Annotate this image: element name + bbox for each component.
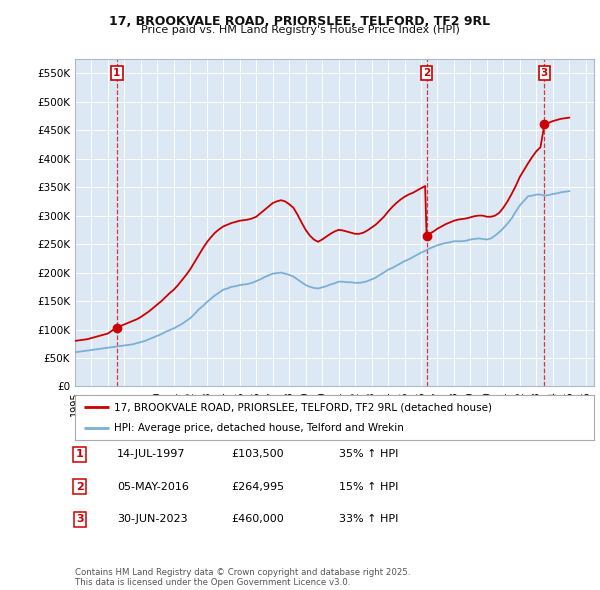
Text: 30-JUN-2023: 30-JUN-2023 xyxy=(117,514,188,524)
Text: 17, BROOKVALE ROAD, PRIORSLEE, TELFORD, TF2 9RL: 17, BROOKVALE ROAD, PRIORSLEE, TELFORD, … xyxy=(109,15,491,28)
Text: £460,000: £460,000 xyxy=(231,514,284,524)
Text: HPI: Average price, detached house, Telford and Wrekin: HPI: Average price, detached house, Telf… xyxy=(114,422,404,432)
Text: 1: 1 xyxy=(76,450,83,459)
Text: 3: 3 xyxy=(76,514,83,524)
Text: £103,500: £103,500 xyxy=(231,450,284,459)
Text: Contains HM Land Registry data © Crown copyright and database right 2025.
This d: Contains HM Land Registry data © Crown c… xyxy=(75,568,410,587)
Text: 33% ↑ HPI: 33% ↑ HPI xyxy=(339,514,398,524)
Text: 14-JUL-1997: 14-JUL-1997 xyxy=(117,450,185,459)
Text: 2: 2 xyxy=(76,482,83,491)
Text: 3: 3 xyxy=(541,68,548,78)
Text: £264,995: £264,995 xyxy=(231,482,284,491)
Text: 17, BROOKVALE ROAD, PRIORSLEE, TELFORD, TF2 9RL (detached house): 17, BROOKVALE ROAD, PRIORSLEE, TELFORD, … xyxy=(114,402,492,412)
Text: 15% ↑ HPI: 15% ↑ HPI xyxy=(339,482,398,491)
Text: 1: 1 xyxy=(113,68,121,78)
Text: 05-MAY-2016: 05-MAY-2016 xyxy=(117,482,189,491)
Text: Price paid vs. HM Land Registry's House Price Index (HPI): Price paid vs. HM Land Registry's House … xyxy=(140,25,460,35)
Text: 2: 2 xyxy=(423,68,430,78)
Text: 35% ↑ HPI: 35% ↑ HPI xyxy=(339,450,398,459)
